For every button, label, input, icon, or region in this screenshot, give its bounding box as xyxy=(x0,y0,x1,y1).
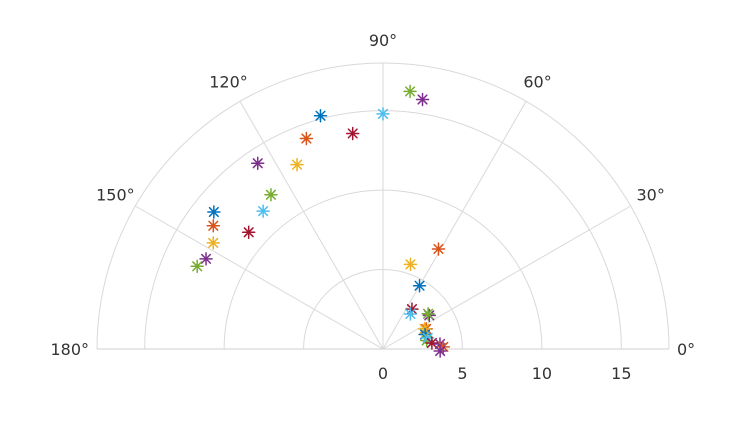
radial-tick-label: 10 xyxy=(532,364,552,383)
data-point-16 xyxy=(431,242,446,256)
data-point-4 xyxy=(299,131,314,146)
radial-tick-label: 0 xyxy=(378,364,388,383)
angle-tick-label: 150° xyxy=(96,185,135,204)
radial-tick-label: 15 xyxy=(611,364,631,383)
data-point-2 xyxy=(376,107,390,121)
data-point-21 xyxy=(421,307,435,321)
data-point-10 xyxy=(207,205,221,219)
angle-tick-label: 30° xyxy=(636,185,664,204)
data-point-3 xyxy=(313,108,328,123)
angular-grid-line-4 xyxy=(239,101,384,350)
angular-grid-line-5 xyxy=(135,205,384,350)
data-point-28 xyxy=(425,336,439,350)
tick-labels: 0° 30° 60° 90° 120° 150° 180° 0 5 10 15 xyxy=(50,31,695,383)
angular-grid-line-2 xyxy=(382,101,527,350)
data-point-9 xyxy=(256,204,270,218)
data-point-6 xyxy=(290,157,304,172)
data-point-15 xyxy=(190,259,204,274)
data-point-0 xyxy=(403,84,417,99)
data-point-8 xyxy=(264,187,278,202)
data-point-18 xyxy=(412,278,427,293)
data-point-12 xyxy=(241,225,256,240)
data-point-11 xyxy=(206,218,221,233)
angular-grid-line-1 xyxy=(382,205,631,350)
angle-tick-label: 0° xyxy=(677,340,695,359)
data-point-1 xyxy=(415,92,430,107)
angle-tick-label: 180° xyxy=(50,340,89,359)
angle-tick-label: 90° xyxy=(369,31,397,50)
polar-grid xyxy=(96,62,670,350)
data-point-22 xyxy=(403,307,418,321)
data-markers xyxy=(190,84,451,358)
data-point-13 xyxy=(206,236,220,250)
data-point-7 xyxy=(250,156,265,171)
data-point-14 xyxy=(199,252,213,266)
data-point-5 xyxy=(345,126,360,141)
data-point-31 xyxy=(433,344,447,358)
angle-tick-label: 120° xyxy=(209,72,248,91)
angle-tick-label: 60° xyxy=(523,72,551,91)
radial-tick-label: 5 xyxy=(457,364,467,383)
data-point-17 xyxy=(403,257,418,272)
